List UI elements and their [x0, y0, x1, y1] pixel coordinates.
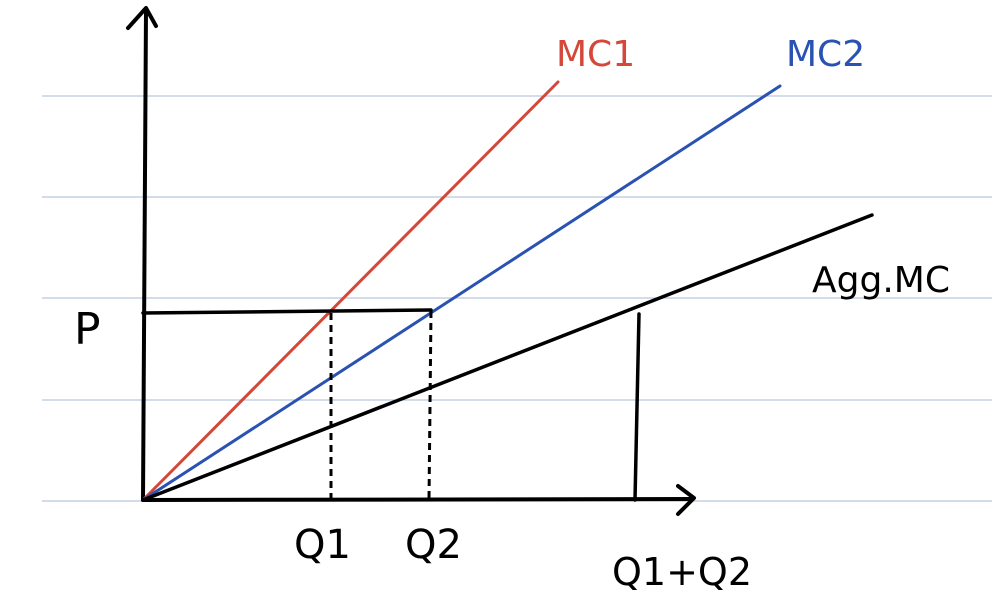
agg-mc-label: Agg.MC: [812, 260, 950, 301]
qsum-guide: [633, 312, 641, 502]
y-axis: [141, 8, 148, 502]
q1-label: Q1: [294, 522, 351, 568]
x-axis-arrow-icon: [676, 484, 696, 516]
mc1-curve: [141, 80, 560, 502]
mc2-label: MC2: [786, 34, 865, 75]
qsum-label: Q1+Q2: [612, 550, 752, 594]
mc2-curve: [141, 84, 782, 502]
axes: [126, 6, 696, 516]
y-axis-arrow-icon: [126, 6, 158, 30]
q2-dashed-guide: [427, 310, 433, 501]
q2-label: Q2: [405, 522, 462, 568]
price-label: P: [74, 304, 101, 355]
mc1-label: MC1: [556, 34, 635, 75]
price-line: [141, 308, 433, 315]
x-axis: [141, 497, 694, 502]
agg-mc-curve: [141, 213, 874, 502]
